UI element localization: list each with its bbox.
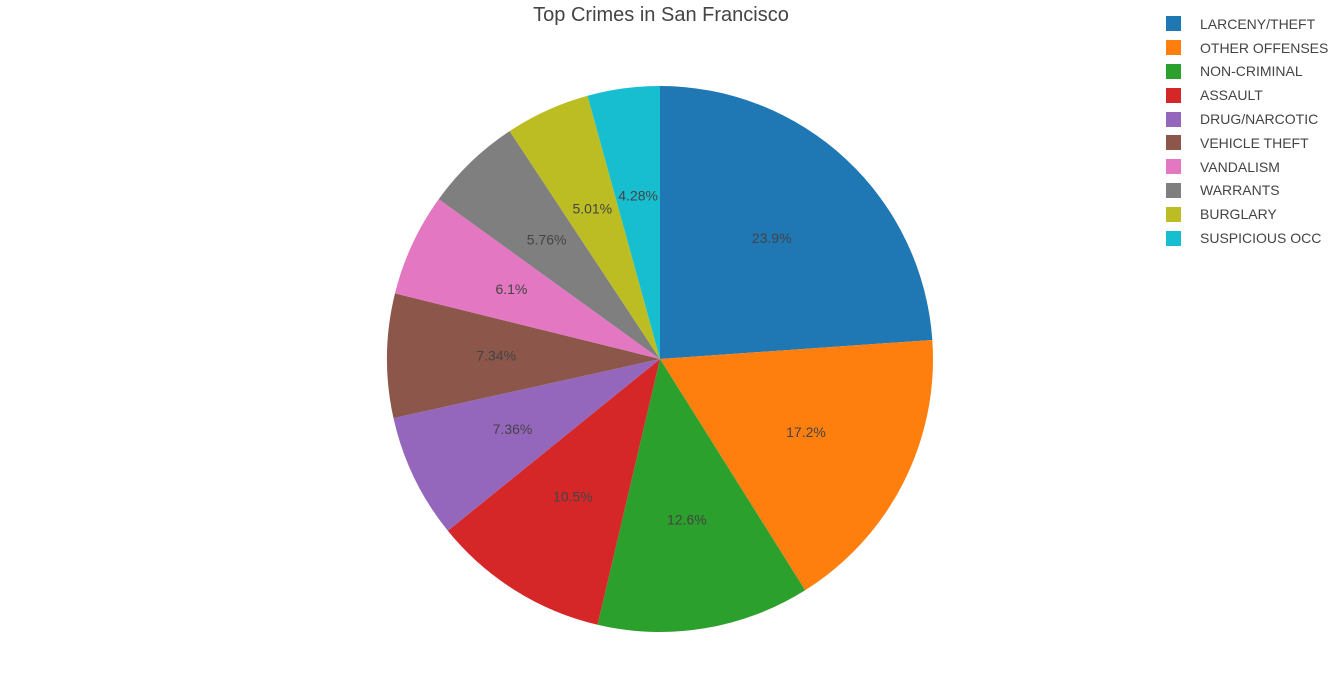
legend-swatch <box>1166 135 1181 151</box>
legend-swatch <box>1166 63 1181 79</box>
legend-label: NON-CRIMINAL <box>1200 63 1303 80</box>
legend-item[interactable]: DRUG/NARCOTIC <box>1166 107 1328 131</box>
legend-swatch <box>1166 16 1181 32</box>
slice-percent-label: 17.2% <box>786 424 826 440</box>
legend-swatch <box>1166 230 1181 246</box>
legend-label: BURGLARY <box>1200 206 1277 223</box>
legend-label: OTHER OFFENSES <box>1200 39 1329 56</box>
legend-label: VANDALISM <box>1200 158 1280 175</box>
legend-label: WARRANTS <box>1200 182 1280 199</box>
pie-slice-suspicious-occ[interactable] <box>587 86 660 359</box>
legend-swatch <box>1166 87 1181 103</box>
legend-item[interactable]: ASSAULT <box>1166 83 1328 107</box>
pie-slice-drug-narcotic[interactable] <box>393 359 660 531</box>
legend-item[interactable]: VANDALISM <box>1166 155 1328 179</box>
slice-percent-label: 6.1% <box>495 281 527 297</box>
legend-swatch <box>1166 111 1181 127</box>
pie-slice-vehicle-theft[interactable] <box>386 293 660 419</box>
legend-item[interactable]: OTHER OFFENSES <box>1166 36 1328 60</box>
slice-percent-label: 12.6% <box>667 511 707 527</box>
pie-slice-labels: 23.9% 17.2% 12.6% 10.5% 7.36% 7.34% 6.1% 5.76% 5… <box>476 187 826 527</box>
pie-slice-assault[interactable] <box>447 359 660 625</box>
legend-item[interactable]: WARRANTS <box>1166 179 1328 203</box>
slice-percent-label: 10.5% <box>553 488 593 504</box>
pie-slice-other-offenses[interactable] <box>660 339 933 591</box>
chart-title: Top Crimes in San Francisco <box>533 4 789 26</box>
legend-label: SUSPICIOUS OCC <box>1200 230 1322 247</box>
pie-slice-non-criminal[interactable] <box>597 359 806 632</box>
legend-label: ASSAULT <box>1200 87 1263 104</box>
pie-slice-burglary[interactable] <box>509 95 660 359</box>
slice-percent-label: 5.01% <box>572 201 612 217</box>
slice-percent-label: 4.28% <box>618 187 658 203</box>
legend-swatch <box>1166 182 1181 198</box>
legend: LARCENY/THEFT OTHER OFFENSES NON-CRIMINAL A… <box>1166 12 1328 250</box>
legend-swatch <box>1166 206 1181 222</box>
legend-item[interactable]: NON-CRIMINAL <box>1166 60 1328 84</box>
slice-percent-label: 7.34% <box>476 348 516 364</box>
legend-label: DRUG/NARCOTIC <box>1200 111 1319 128</box>
legend-item[interactable]: LARCENY/THEFT <box>1166 12 1328 36</box>
slice-percent-label: 5.76% <box>527 232 567 248</box>
legend-swatch <box>1166 159 1181 175</box>
legend-item[interactable]: SUSPICIOUS OCC <box>1166 226 1328 250</box>
legend-swatch <box>1166 40 1181 56</box>
legend-label: LARCENY/THEFT <box>1200 15 1316 32</box>
pie-slice-larceny-theft[interactable] <box>660 86 933 359</box>
legend-label: VEHICLE THEFT <box>1200 134 1309 151</box>
slice-percent-label: 23.9% <box>752 230 792 246</box>
slice-percent-label: 7.36% <box>493 421 533 437</box>
pie-slice-warrants[interactable] <box>438 131 660 359</box>
pie-slices <box>386 86 933 632</box>
legend-item[interactable]: BURGLARY <box>1166 202 1328 226</box>
legend-item[interactable]: VEHICLE THEFT <box>1166 131 1328 155</box>
pie-slice-vandalism[interactable] <box>394 199 660 359</box>
